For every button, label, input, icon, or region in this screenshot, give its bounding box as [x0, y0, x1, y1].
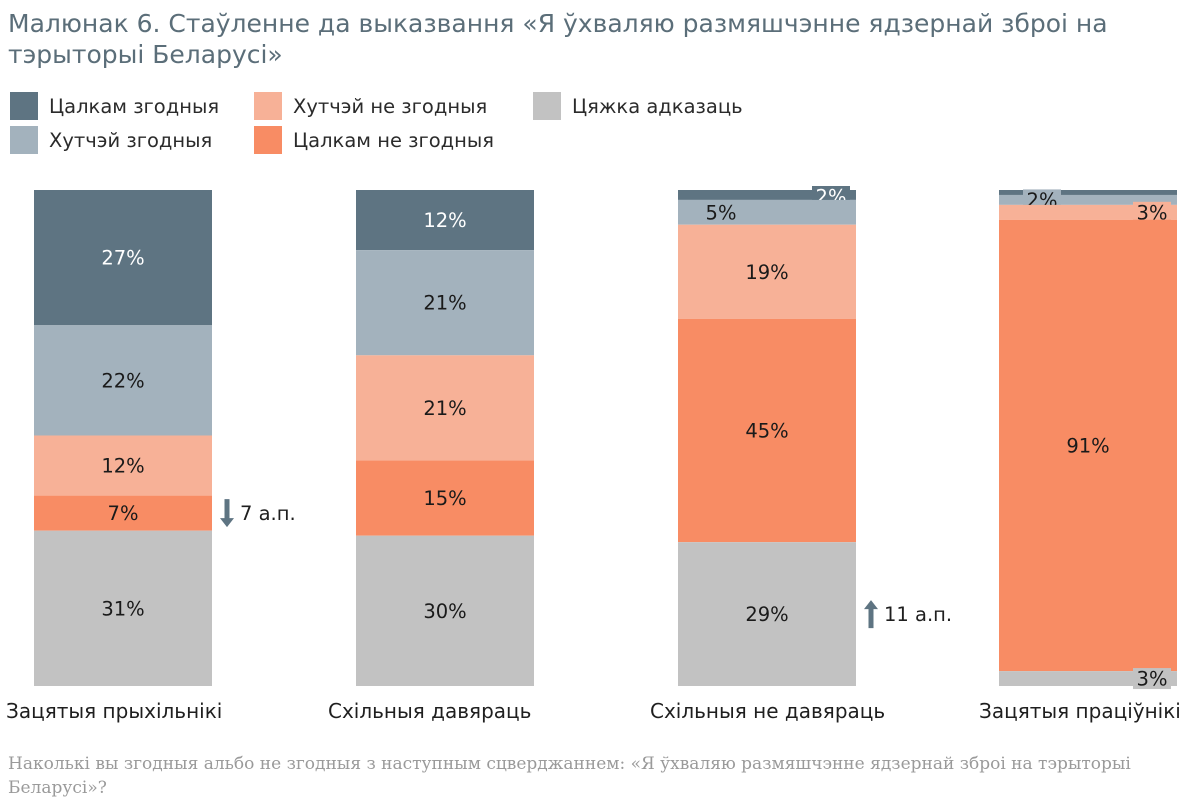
- legend-swatch: [10, 126, 38, 154]
- bar-segment: [999, 204, 1177, 220]
- data-label: 22%: [101, 369, 144, 392]
- bar-segment: [34, 190, 212, 326]
- bar-segment: [356, 190, 534, 251]
- stacked-bar-chart: 27% 22% 12% 7% 31% Зацятыя прыхільнікі 12% 21% 2…: [6, 186, 1181, 724]
- bar-segment: [999, 671, 1177, 686]
- bar-segment: [356, 460, 534, 536]
- legend-item: Хутчэй не згодныя: [254, 92, 487, 120]
- data-label: 7%: [108, 502, 139, 525]
- data-label: 5%: [706, 201, 737, 224]
- data-label: 29%: [745, 603, 788, 626]
- category-label: Зацятыя праціўнікі: [979, 699, 1181, 723]
- data-label: 12%: [423, 209, 466, 232]
- data-label: 21%: [423, 292, 466, 315]
- data-label: 45%: [745, 420, 788, 443]
- data-label: 19%: [745, 261, 788, 284]
- category-label: Схільныя не давяраць: [650, 699, 885, 723]
- legend-swatch: [254, 92, 282, 120]
- legend-item: Цяжка адказаць: [533, 92, 743, 120]
- data-label-box: [1133, 668, 1171, 690]
- bar-segment: [678, 542, 856, 686]
- bar-segment: [678, 318, 856, 543]
- data-label: 91%: [1066, 434, 1109, 457]
- legend-item: Цалкам згодныя: [10, 92, 219, 120]
- bar-segment: [356, 250, 534, 356]
- bar-segment: [356, 355, 534, 461]
- legend-label: Цалкам не згодныя: [293, 128, 495, 152]
- change-annotation: 7 а.п.: [240, 502, 296, 525]
- arrow-up-icon: [864, 600, 878, 629]
- data-label: 3%: [1137, 201, 1168, 224]
- legend-swatch: [254, 126, 282, 154]
- bar-segment: [999, 194, 1177, 205]
- bar-segment: [356, 535, 534, 686]
- bar-segment: [999, 190, 1177, 195]
- data-label: 30%: [423, 600, 466, 623]
- bar-segment: [999, 219, 1177, 672]
- chart-legend: Цалкам згодныя Хутчэй не згодныя Цяжка адк…: [10, 92, 810, 158]
- data-label: 12%: [101, 455, 144, 478]
- data-label: 15%: [423, 487, 466, 510]
- legend-label: Хутчэй згодныя: [49, 128, 213, 152]
- legend-item: Хутчэй згодныя: [10, 126, 212, 154]
- data-label-box: [1133, 201, 1171, 223]
- legend-swatch: [10, 92, 38, 120]
- bar-segment: [678, 224, 856, 319]
- category-label: Схільныя давяраць: [328, 699, 531, 723]
- legend-label: Цяжка адказаць: [572, 94, 743, 118]
- change-annotation: 11 а.п.: [884, 603, 952, 626]
- data-label: 27%: [101, 247, 144, 270]
- legend-item: Цалкам не згодныя: [254, 126, 494, 154]
- data-label: 21%: [423, 397, 466, 420]
- bar-segment: [678, 190, 856, 200]
- data-label: 3%: [1137, 668, 1168, 691]
- data-label: 31%: [101, 597, 144, 620]
- survey-question-note: Наколькі вы згодныя альбо не згодныя з н…: [8, 754, 1131, 798]
- legend-swatch: [533, 92, 561, 120]
- chart-title: Малюнак 6. Стаўленне да выказвання «Я ўх…: [8, 9, 1108, 69]
- legend-label: Хутчэй не згодныя: [293, 94, 488, 118]
- legend-label: Цалкам згодныя: [49, 94, 220, 118]
- bar-segment: [34, 325, 212, 436]
- arrow-down-icon: [220, 499, 234, 528]
- bar-segment: [34, 530, 212, 686]
- data-label-box: [702, 201, 740, 223]
- bar-segment: [34, 435, 212, 496]
- bar-segment: [34, 495, 212, 531]
- category-label: Зацятыя прыхільнікі: [6, 699, 222, 723]
